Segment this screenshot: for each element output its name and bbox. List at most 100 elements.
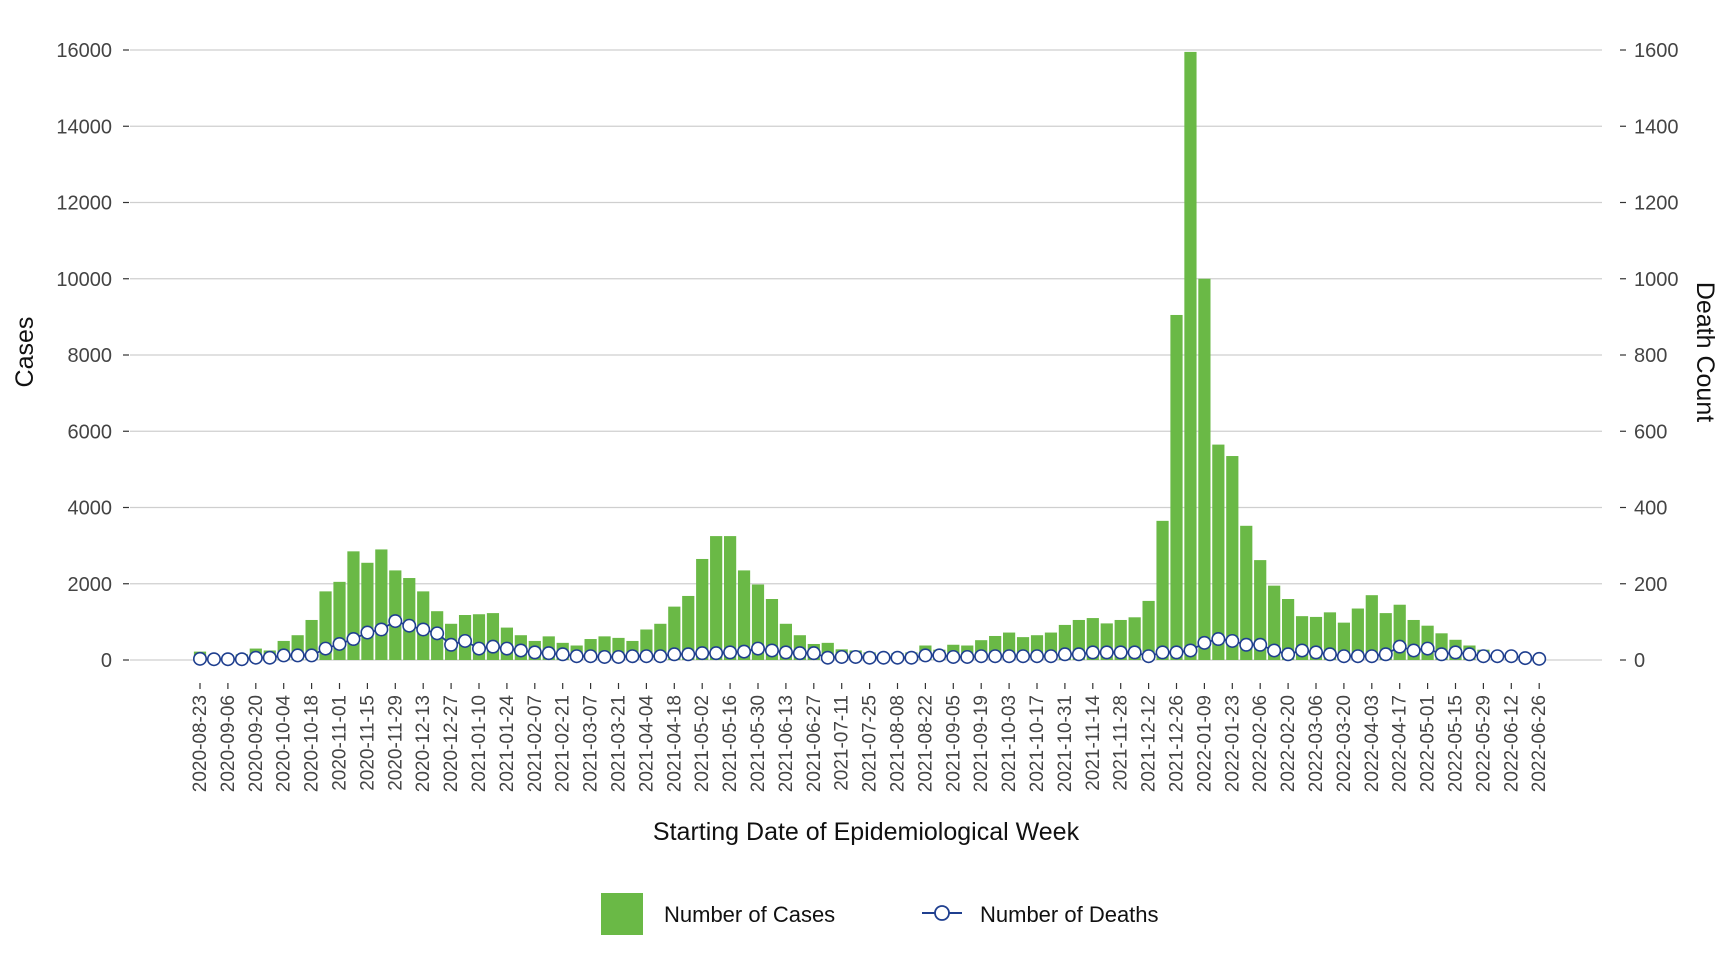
death-point [1099, 645, 1114, 660]
x-tick-label: 2020-12-13 [413, 695, 434, 792]
cases-bar [710, 536, 723, 660]
x-tick-label: 2021-07-25 [860, 695, 881, 792]
y-right-tick-label: 1000 [1634, 269, 1679, 291]
y-right-tick-label: 1200 [1634, 193, 1679, 215]
death-point [1253, 637, 1268, 652]
death-point [918, 648, 933, 663]
death-point [820, 650, 835, 665]
y-right-tick-label: 800 [1634, 345, 1667, 367]
x-tick-label: 2022-02-06 [1250, 695, 1271, 792]
x-tick-label: 2022-03-06 [1306, 695, 1327, 792]
legend-cases-label: Number of Cases [664, 902, 835, 927]
x-tick-label: 2021-05-16 [720, 695, 741, 792]
death-point [890, 650, 905, 665]
x-tick-label: 2021-04-18 [664, 695, 685, 792]
y-left-tick-label: 8000 [68, 345, 113, 367]
cases-bar [1142, 600, 1155, 660]
death-point [876, 650, 891, 665]
x-tick-label: 2020-11-29 [385, 695, 406, 791]
death-point [1518, 651, 1533, 666]
cases-bar [1212, 444, 1225, 660]
cases-bar [375, 549, 388, 660]
death-point [848, 649, 863, 664]
x-tick-label: 2021-04-04 [636, 695, 657, 793]
x-tick-label: 2022-06-12 [1501, 695, 1522, 792]
death-line [193, 614, 1547, 667]
axes: 0 2000 4000 6000 8000 10000 12000 14000 16000 0 20… [56, 40, 1678, 792]
death-point [653, 649, 668, 664]
death-point [709, 646, 724, 661]
x-tick-label: 2022-06-26 [1529, 695, 1550, 792]
death-point [1309, 645, 1324, 660]
x-tick-label: 2021-01-10 [469, 695, 490, 792]
x-tick-label: 2021-03-07 [581, 695, 602, 792]
death-point [1364, 649, 1379, 664]
y-right-tick-label: 1400 [1634, 116, 1679, 138]
death-point [1113, 645, 1128, 660]
death-point [374, 622, 389, 637]
death-point [946, 649, 961, 664]
x-tick-label: 2021-06-27 [804, 695, 825, 792]
x-tick-label: 2022-05-01 [1418, 695, 1439, 792]
x-tick-label: 2021-02-07 [525, 695, 546, 792]
x-tick-label: 2021-10-03 [999, 695, 1020, 792]
cases-bar [668, 606, 681, 660]
death-point [597, 649, 612, 664]
death-point [1336, 649, 1351, 664]
x-tick-label: 2021-09-05 [943, 695, 964, 792]
death-point [639, 649, 654, 664]
death-point [1295, 643, 1310, 658]
x-tick-label: 2022-05-29 [1473, 695, 1494, 792]
death-point [1002, 649, 1017, 664]
death-point [430, 626, 445, 641]
death-point [1281, 647, 1296, 662]
x-tick-label: 2021-10-17 [1027, 695, 1048, 792]
death-point [695, 646, 710, 661]
death-point [583, 649, 598, 664]
legend-deaths-label: Number of Deaths [980, 902, 1159, 927]
death-point [1016, 649, 1031, 664]
y-right-tick-label: 400 [1634, 498, 1667, 520]
cases-bar [1184, 51, 1197, 660]
y-left-tick-label: 16000 [56, 40, 112, 62]
cases-bar [1282, 599, 1295, 660]
death-point [611, 649, 626, 664]
death-point [346, 632, 361, 647]
death-point [1448, 645, 1463, 660]
death-point [318, 641, 333, 656]
death-point [667, 647, 682, 662]
x-axis-title: Starting Date of Epidemiological Week [653, 818, 1080, 846]
death-point [1057, 647, 1072, 662]
x-tick-label: 2020-08-23 [190, 695, 211, 792]
x-tick-label: 2021-06-13 [776, 695, 797, 792]
death-point [193, 651, 208, 666]
cases-bar [1170, 314, 1183, 660]
death-point [1378, 647, 1393, 662]
cases-bar [682, 595, 695, 660]
cases-bar [1240, 525, 1253, 660]
y-left-tick-label: 14000 [56, 116, 112, 138]
legend: Number of Cases Number of Deaths [601, 893, 1159, 935]
x-tick-label: 2021-10-31 [1055, 695, 1076, 792]
x-tick-label: 2021-02-21 [553, 695, 574, 792]
death-point [1434, 647, 1449, 662]
death-point [1127, 645, 1142, 660]
death-point [932, 648, 947, 663]
death-point [416, 622, 431, 637]
y-left-tick-label: 6000 [68, 421, 113, 443]
cases-bar [1365, 595, 1378, 660]
death-point [792, 646, 807, 661]
cases-bar [1198, 278, 1211, 660]
death-point [834, 649, 849, 664]
y-right-tick-label: 0 [1634, 650, 1645, 672]
death-point [1406, 643, 1421, 658]
death-point [1085, 645, 1100, 660]
x-tick-label: 2022-03-20 [1334, 695, 1355, 792]
death-point [764, 643, 779, 658]
death-point [555, 647, 570, 662]
x-tick-label: 2022-05-15 [1446, 695, 1467, 792]
death-point [402, 618, 417, 633]
x-tick-label: 2020-12-27 [441, 695, 462, 792]
death-point [681, 647, 696, 662]
